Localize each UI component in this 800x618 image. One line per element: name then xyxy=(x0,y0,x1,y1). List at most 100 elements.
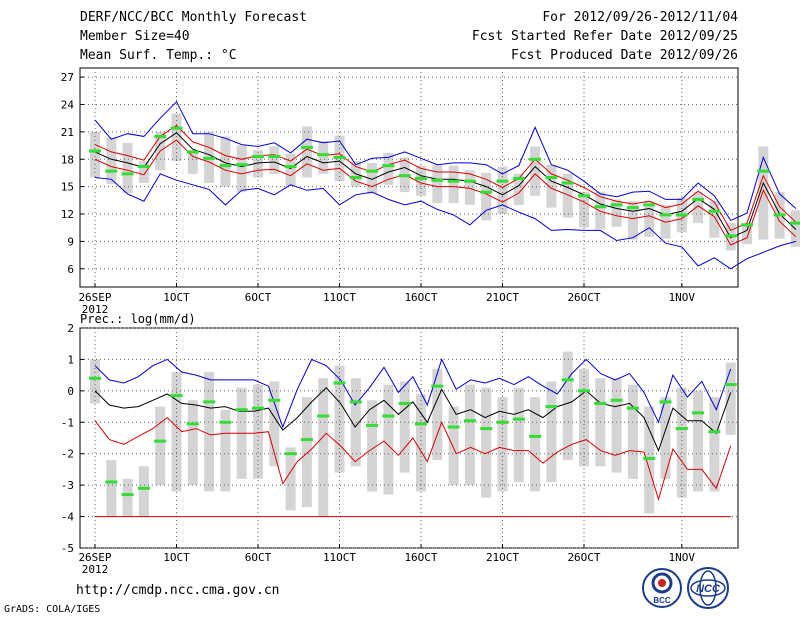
panel2-ytick-label: 1 xyxy=(67,353,74,366)
panel2-observed-marker xyxy=(724,383,737,387)
panel2-spread-bar xyxy=(90,359,100,404)
panel2-observed-marker xyxy=(578,389,590,393)
panel2-spread-bar xyxy=(709,397,720,492)
panel2-observed-marker xyxy=(317,414,330,418)
panel1-observed-marker xyxy=(317,153,330,157)
panel2-spread-bar xyxy=(204,372,215,492)
panel1-observed-marker xyxy=(512,176,525,180)
panel1-observed-marker xyxy=(284,165,297,169)
panel1-observed-marker xyxy=(773,213,786,217)
panel1-ytick-label: 12 xyxy=(61,208,74,221)
panel1-observed-marker xyxy=(252,155,264,159)
panel2-spread-bar xyxy=(106,460,117,517)
panel2-spread-bar xyxy=(187,400,198,486)
panel2-observed-marker xyxy=(154,439,167,443)
panel2-title: Prec.: log(mm/d) xyxy=(80,312,196,326)
panel2-observed-marker xyxy=(170,394,183,398)
panel2-spread-bar xyxy=(693,390,704,492)
panel2-ytick-label: 2 xyxy=(67,322,74,335)
panel2-observed-marker xyxy=(203,400,216,404)
forecast-period-label: For 2012/09/26-2012/11/04 xyxy=(542,10,738,25)
bcc-logo-text: BCC xyxy=(653,596,671,605)
panel1-spread-bar xyxy=(432,164,443,204)
panel2-observed-marker xyxy=(480,427,493,431)
chart-title: DERF/NCC/BCC Monthly Forecast xyxy=(80,10,307,25)
panel1-ytick-label: 6 xyxy=(67,263,74,276)
panel1-observed-marker xyxy=(366,169,379,173)
panel2-spread-bar xyxy=(432,368,443,460)
panel1-xtick-label: 26OCT xyxy=(567,291,600,304)
panel2-spread-bar xyxy=(513,387,524,482)
panel2-observed-marker xyxy=(219,420,232,424)
panel2-spread-bar xyxy=(481,387,492,498)
panel1-observed-marker xyxy=(89,149,101,153)
panel1-spread-bar xyxy=(481,172,492,221)
panel1-spread-bar xyxy=(383,152,394,185)
panel2-observed-marker xyxy=(708,430,721,434)
panel2-observed-marker xyxy=(692,411,705,415)
panel2-spread-bar xyxy=(448,406,459,486)
panel1-observed-marker xyxy=(447,179,460,183)
panel1-spread-bar xyxy=(562,173,573,218)
panel1-observed-marker xyxy=(268,155,281,159)
panel1-spread-bar xyxy=(122,142,133,194)
panel1-observed-marker xyxy=(659,213,672,217)
panel1-mean-minus-sd-line xyxy=(94,139,797,246)
panel2-observed-marker xyxy=(561,378,574,382)
panel2-observed-marker xyxy=(463,419,476,423)
panel2-spread-bar xyxy=(367,400,378,492)
panel2-xtick-label: 21OCT xyxy=(486,551,519,564)
panel1-spread-bar xyxy=(709,201,720,238)
panel1-observed-marker xyxy=(545,176,558,179)
panel1-observed-marker xyxy=(529,157,542,161)
panel1-observed-marker xyxy=(203,156,216,160)
panel2-spread-bar xyxy=(122,478,133,517)
panel2-ytick-label: 0 xyxy=(67,385,74,398)
panel1-spread-bar xyxy=(644,201,655,237)
panel2-observed-marker xyxy=(235,408,248,412)
panel1-observed-marker xyxy=(105,169,118,173)
panel1-spread-bar xyxy=(448,165,459,204)
panel1-spread-bar xyxy=(220,136,231,187)
panel1-spread-bar xyxy=(253,150,263,178)
panel2-ytick-label: -4 xyxy=(61,511,75,524)
panel1-observed-marker xyxy=(789,221,800,225)
panel2-spread-bar xyxy=(464,384,475,486)
panel1-spread-bar xyxy=(285,153,296,186)
panel1-observed-marker xyxy=(626,206,639,210)
panel1-xtick-label: 16OCT xyxy=(404,291,437,304)
member-size-label: Member Size=40 xyxy=(80,29,190,44)
panel1-observed-marker xyxy=(692,197,705,201)
panel1-spread-bar xyxy=(497,166,508,214)
panel2-ytick-label: -5 xyxy=(61,542,74,555)
bcc-logo: BCC xyxy=(642,568,682,608)
panel1-observed-marker xyxy=(235,163,248,167)
panel1-upper-bound-line xyxy=(94,100,797,222)
panel1-xtick-label: 11OCT xyxy=(323,291,356,304)
panel2-spread-bar xyxy=(383,384,394,495)
panel1-observed-marker xyxy=(333,155,346,159)
panel1-spread-bar xyxy=(579,192,589,228)
panel2-observed-marker xyxy=(626,406,639,410)
panel1-xtick-label: 1OCT xyxy=(163,291,190,304)
panel2-observed-marker xyxy=(496,420,509,424)
source-url[interactable]: http://cmdp.ncc.cma.gov.cn xyxy=(76,583,280,598)
panel2-xtick-label: 1OCT xyxy=(163,551,190,564)
panel2-xtick-label: 1NOV xyxy=(669,551,696,564)
panel1-spread-bar xyxy=(236,145,247,193)
panel1-spread-bar xyxy=(693,192,704,224)
panel2-spread-bar xyxy=(220,409,231,492)
panel1-observed-marker xyxy=(349,176,362,179)
produced-date-label: Fcst Produced Date 2012/09/26 xyxy=(511,48,738,63)
panel2-spread-bar xyxy=(644,406,655,514)
panel2-xtick-label: 16OCT xyxy=(404,551,437,564)
panel1-spread-bar xyxy=(530,146,541,196)
panel1-observed-marker xyxy=(708,209,721,213)
panel1-spread-bar xyxy=(611,199,622,227)
panel2-observed-marker xyxy=(137,486,150,490)
panel1-ytick-label: 9 xyxy=(67,235,74,248)
panel2-observed-marker xyxy=(349,400,362,404)
panel1-spread-bar xyxy=(513,173,524,205)
panel1-spread-bar xyxy=(269,146,280,174)
